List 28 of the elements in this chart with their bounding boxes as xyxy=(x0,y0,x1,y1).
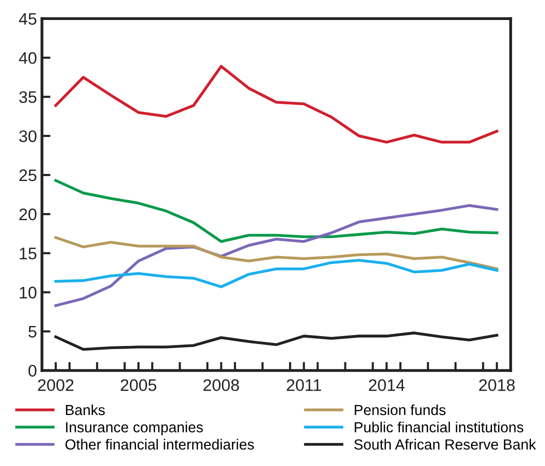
legend-label: Public financial institutions xyxy=(354,422,524,432)
x-tick-label: 2018 xyxy=(479,379,515,392)
x-tick-label: 2008 xyxy=(203,379,239,392)
x-tick-label: 2002 xyxy=(38,379,74,392)
line-series xyxy=(54,64,498,144)
line-series xyxy=(54,179,498,243)
legend-label: South African Reserve Bank xyxy=(354,438,536,450)
line-series xyxy=(54,332,498,351)
y-tick-label: 0 xyxy=(28,364,36,377)
x-tick-label: 2011 xyxy=(286,379,321,392)
legend-label: Other financial intermediaries xyxy=(65,438,254,450)
legend-label: Banks xyxy=(66,404,105,416)
y-tick-label: 10 xyxy=(20,286,36,298)
y-tick-label: 15 xyxy=(20,248,36,260)
y-tick-label: 45 xyxy=(18,13,36,25)
y-tick-label: 5 xyxy=(28,326,36,338)
line-series xyxy=(54,204,498,307)
y-tick-label: 20 xyxy=(19,208,36,220)
x-tick-label: 2014 xyxy=(368,379,405,392)
line-series xyxy=(54,236,498,270)
line-series xyxy=(54,258,498,288)
legend-label: Insurance companies xyxy=(66,422,203,436)
y-tick-label: 25 xyxy=(19,169,36,182)
y-tick-label: 30 xyxy=(19,130,36,142)
y-tick-label: 40 xyxy=(18,52,36,64)
legend-label: Pension funds xyxy=(354,404,446,416)
y-tick-label: 35 xyxy=(19,91,36,104)
x-tick-label: 2005 xyxy=(120,379,156,392)
